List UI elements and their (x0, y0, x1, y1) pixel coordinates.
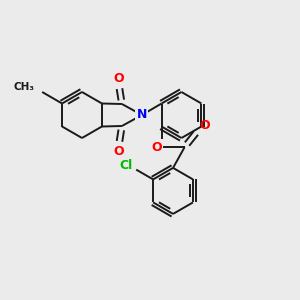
Text: O: O (114, 72, 124, 85)
Text: O: O (114, 145, 124, 158)
Text: CH₃: CH₃ (13, 82, 34, 92)
Text: N: N (137, 109, 147, 122)
Text: O: O (151, 141, 162, 154)
Text: Cl: Cl (119, 159, 132, 172)
Text: O: O (199, 119, 210, 132)
